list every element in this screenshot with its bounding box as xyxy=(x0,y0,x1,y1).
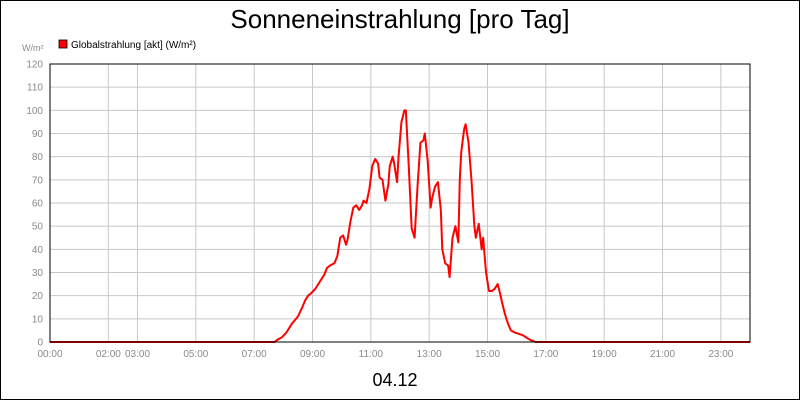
y-tick-label: 20 xyxy=(32,291,44,302)
series-line-globalstrahlung xyxy=(50,109,750,343)
y-tick-label: 30 xyxy=(32,268,44,279)
x-tick-label: 07:00 xyxy=(242,349,267,360)
y-tick-label: 70 xyxy=(32,175,44,186)
x-tick-label: 19:00 xyxy=(592,349,617,360)
x-axis-ticks: 00:00 02:00 03:00 05:00 07:00 09:00 11:00 13:00… xyxy=(37,349,733,360)
y-tick-label: 120 xyxy=(26,60,43,71)
x-tick-label: 11:00 xyxy=(359,349,384,360)
x-tick-label: 05:00 xyxy=(183,349,208,360)
y-axis-unit: W/m² xyxy=(22,43,44,53)
y-axis-ticks: 0 10 20 30 40 50 60 70 80 90 100 110 120 xyxy=(26,60,43,349)
x-tick-label: 00:00 xyxy=(37,349,62,360)
y-tick-label: 60 xyxy=(32,199,44,210)
x-tick-label: 15:00 xyxy=(475,349,500,360)
x-tick-label: 03:00 xyxy=(125,349,150,360)
x-tick-label: 21:00 xyxy=(650,349,675,360)
legend-swatch xyxy=(58,39,68,49)
x-tick-label: 23:00 xyxy=(708,349,733,360)
y-tick-label: 0 xyxy=(37,338,43,349)
y-tick-label: 50 xyxy=(32,222,44,233)
y-tick-label: 110 xyxy=(27,83,43,94)
x-tick-label: 17:00 xyxy=(533,349,558,360)
chart-title: Sonneneinstrahlung [pro Tag] xyxy=(230,4,569,34)
legend: Globalstrahlung [akt] (W/m²) xyxy=(58,39,196,51)
legend-label: Globalstrahlung [akt] (W/m²) xyxy=(71,40,196,51)
x-tick-label: 09:00 xyxy=(300,349,325,360)
y-tick-label: 10 xyxy=(32,314,44,325)
y-tick-label: 100 xyxy=(26,106,43,117)
y-tick-label: 90 xyxy=(32,129,44,140)
plot-border xyxy=(49,63,751,343)
x-tick-label: 13:00 xyxy=(417,349,442,360)
grid xyxy=(49,63,750,343)
date-label: 04.12 xyxy=(372,370,417,390)
x-tick-label: 02:00 xyxy=(96,349,121,360)
y-tick-label: 80 xyxy=(32,152,44,163)
y-tick-label: 40 xyxy=(32,245,44,256)
